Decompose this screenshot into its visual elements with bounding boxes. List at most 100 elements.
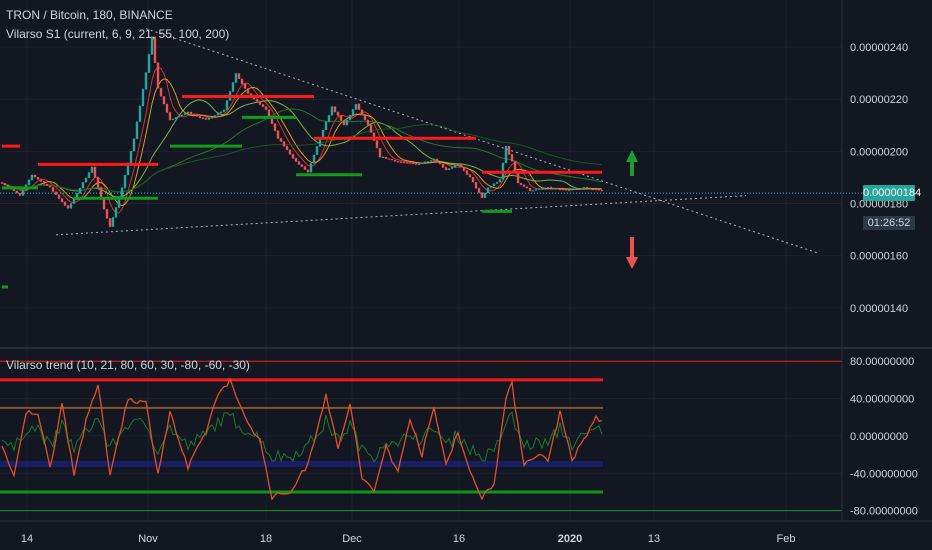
- candle-body: [558, 189, 562, 191]
- price-tick-label: 0.00000240: [850, 42, 908, 54]
- price-axis[interactable]: 0.00000240 0.00000220 0.00000200 0.00000180…: [850, 42, 908, 315]
- candle-body: [411, 163, 415, 165]
- candle-body: [351, 109, 355, 116]
- candle-body: [519, 183, 523, 185]
- candle-body: [297, 161, 301, 165]
- candle-body: [363, 114, 367, 121]
- candle-body: [195, 115, 199, 117]
- time-axis[interactable]: 14 Nov 18 Dec 16 2020 13 Feb: [21, 533, 796, 545]
- candle-body: [225, 100, 229, 110]
- candle-body: [309, 163, 313, 173]
- candle-body: [384, 156, 388, 159]
- candle-body: [312, 154, 316, 164]
- candle-body: [420, 162, 424, 164]
- candle-body: [552, 188, 556, 190]
- candle-body: [18, 193, 22, 196]
- candle-body: [540, 188, 544, 190]
- candle-body: [582, 187, 586, 189]
- indicator-legend[interactable]: Vilarso S1 (current, 6, 9, 21, 55, 100, …: [6, 27, 230, 41]
- candle-body: [399, 161, 403, 163]
- trend-line: [55, 195, 747, 236]
- oscillator-path: [1, 377, 603, 501]
- candle-body: [441, 164, 445, 168]
- candle-body: [39, 179, 43, 182]
- candles: [0, 36, 604, 228]
- candle-body: [204, 118, 208, 120]
- moving-average-line: [1, 66, 603, 214]
- candle-body: [567, 189, 571, 191]
- candle-body: [165, 104, 169, 113]
- candle-body: [315, 146, 319, 155]
- candle-body: [135, 121, 139, 139]
- candle-body: [432, 159, 436, 161]
- candle-body: [327, 115, 331, 123]
- candle-body: [417, 163, 421, 165]
- candle-body: [429, 160, 433, 162]
- price-tick-label: 0.00000160: [850, 251, 908, 263]
- candle-body: [591, 189, 595, 191]
- candle-body: [510, 154, 514, 162]
- time-tick-label: 16: [453, 533, 465, 545]
- candle-body: [300, 164, 304, 167]
- candle-body: [159, 88, 163, 97]
- oscillator-tick-label: -80.00000000: [850, 506, 918, 518]
- candle-body: [594, 189, 598, 191]
- candle-body: [345, 119, 349, 126]
- candle-body: [120, 187, 124, 198]
- candle-body: [471, 177, 475, 183]
- candle-body: [0, 182, 4, 184]
- time-tick-label: 14: [21, 533, 33, 545]
- candle-body: [45, 184, 49, 186]
- candle-body: [531, 190, 535, 192]
- candle-body: [549, 187, 553, 189]
- candle-body: [198, 116, 202, 118]
- candle-body: [231, 82, 235, 92]
- candle-body: [303, 166, 307, 170]
- moving-average-line: [1, 78, 603, 207]
- candle-body: [153, 36, 157, 63]
- candle-body: [51, 187, 55, 192]
- chart-title[interactable]: TRON / Bitcoin, 180, BINANCE: [6, 8, 173, 22]
- candle-body: [477, 188, 481, 193]
- candle-body: [177, 115, 181, 118]
- candle-body: [279, 138, 283, 142]
- candle-body: [189, 111, 193, 115]
- candle-body: [84, 177, 88, 183]
- candle-body: [288, 149, 292, 155]
- candle-body: [447, 168, 451, 170]
- oscillator-tick-label: 80.00000000: [850, 356, 914, 368]
- candle-body: [453, 165, 457, 168]
- candle-body: [585, 187, 589, 189]
- candle-body: [579, 188, 583, 190]
- candle-body: [294, 158, 298, 162]
- candle-body: [81, 182, 85, 189]
- candle-body: [240, 78, 244, 84]
- candle-body: [483, 192, 487, 198]
- candle-body: [57, 194, 61, 199]
- candle-body: [126, 162, 130, 175]
- candle-body: [369, 124, 373, 133]
- candle-body: [408, 162, 412, 164]
- oscillator-axis[interactable]: 80.00000000 40.00000000 0.00000000 -40.0000…: [850, 356, 918, 517]
- candle-body: [54, 191, 58, 195]
- oscillator-legend[interactable]: Vilarso trend (10, 21, 80, 60, 30, -80, …: [6, 358, 250, 372]
- candle-body: [132, 138, 136, 151]
- arrow-down-icon: [626, 237, 638, 269]
- trend-line: [145, 28, 819, 254]
- candle-body: [237, 73, 241, 79]
- candle-body: [219, 111, 223, 113]
- candle-body: [465, 170, 469, 175]
- candle-body: [30, 174, 34, 180]
- candle-body: [171, 119, 175, 121]
- candle-body: [318, 138, 322, 147]
- oscillator-secondary-path: [1, 411, 603, 463]
- oscillator-secondary-line: [1, 411, 603, 463]
- candle-body: [336, 111, 340, 116]
- price-tick-label: 0.00000140: [850, 303, 908, 315]
- candle-body: [456, 163, 460, 166]
- candle-body: [426, 161, 430, 163]
- candle-body: [90, 166, 94, 173]
- candle-body: [522, 184, 526, 187]
- candle-body: [378, 148, 382, 158]
